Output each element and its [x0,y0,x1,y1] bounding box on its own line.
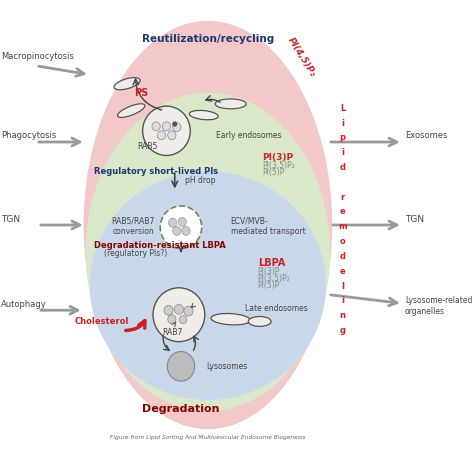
Text: Lysosomes: Lysosomes [206,362,247,371]
Text: l: l [341,282,344,291]
Circle shape [173,123,181,132]
Text: LBPA: LBPA [258,258,285,268]
Text: RAB7: RAB7 [163,328,183,337]
Text: PI(4,5)P₂: PI(4,5)P₂ [285,36,317,78]
Text: RAB5/RAB7
conversion: RAB5/RAB7 conversion [111,216,155,236]
Text: Figure from Lipid Sorting And Multivesicular Endosome Biogenesis: Figure from Lipid Sorting And Multivesic… [110,435,306,441]
Ellipse shape [143,106,190,155]
Ellipse shape [211,314,250,325]
Text: L: L [340,104,345,113]
Circle shape [174,304,183,314]
Circle shape [178,217,186,226]
Text: Regulatory short-lived PIs: Regulatory short-lived PIs [94,166,218,176]
Circle shape [162,122,171,131]
Text: Early endosomes: Early endosomes [216,131,282,140]
Ellipse shape [118,104,145,117]
Ellipse shape [189,110,218,120]
Text: Autophagy: Autophagy [0,300,46,309]
Text: PI(3,5)P₂: PI(3,5)P₂ [258,274,291,283]
Circle shape [157,131,165,140]
Circle shape [167,351,195,381]
Text: PI(3,5)P₂: PI(3,5)P₂ [262,161,294,170]
Text: TGN: TGN [405,215,424,224]
Text: Reutilization/recycling: Reutilization/recycling [142,34,274,44]
Circle shape [173,226,181,235]
Ellipse shape [248,316,271,326]
Text: n: n [339,311,346,320]
Text: Exosomes: Exosomes [405,131,447,140]
Ellipse shape [160,206,202,248]
Text: r: r [340,193,345,202]
Text: Macropinocytosis: Macropinocytosis [0,52,73,61]
Text: i: i [341,119,344,128]
Ellipse shape [114,77,140,90]
Text: PI(3)P: PI(3)P [258,267,280,276]
Ellipse shape [215,99,246,109]
Circle shape [179,315,187,324]
Text: Degradation: Degradation [142,404,220,414]
Circle shape [152,122,160,131]
Text: PI(3)P: PI(3)P [262,153,293,162]
Text: Degradation-resistant LBPA: Degradation-resistant LBPA [94,241,226,250]
Text: d: d [339,163,346,172]
FancyArrowPatch shape [126,321,145,330]
Circle shape [182,226,190,235]
Text: Lysosome-related
organelles: Lysosome-related organelles [405,296,472,316]
Circle shape [169,218,177,227]
Text: ECV/MVB-
mediated transport: ECV/MVB- mediated transport [231,216,305,236]
Ellipse shape [90,171,326,400]
Text: RAB5: RAB5 [137,143,158,152]
Text: o: o [340,237,346,246]
Text: e: e [340,267,346,276]
Circle shape [172,122,177,127]
Text: p: p [339,134,346,143]
Text: PI(5)P: PI(5)P [258,281,280,290]
Ellipse shape [86,93,330,411]
Text: i: i [341,296,344,305]
Ellipse shape [153,288,205,342]
Circle shape [184,306,193,316]
Text: Cholesterol: Cholesterol [75,317,129,326]
Text: PI(5)P: PI(5)P [262,168,284,177]
Circle shape [164,305,173,315]
Text: m: m [338,222,347,231]
Text: (regulatory PIs?): (regulatory PIs?) [104,249,167,258]
Text: g: g [339,326,346,335]
Text: e: e [340,207,346,216]
Text: Late endosomes: Late endosomes [245,304,308,313]
Text: TGN: TGN [0,215,20,224]
Circle shape [168,131,176,140]
Text: d: d [339,252,346,261]
Ellipse shape [83,21,332,429]
Text: PS: PS [135,88,149,98]
Text: pH drop: pH drop [185,176,216,184]
Circle shape [168,315,176,324]
Text: i: i [341,148,344,157]
Text: Phagocytosis: Phagocytosis [0,131,56,140]
